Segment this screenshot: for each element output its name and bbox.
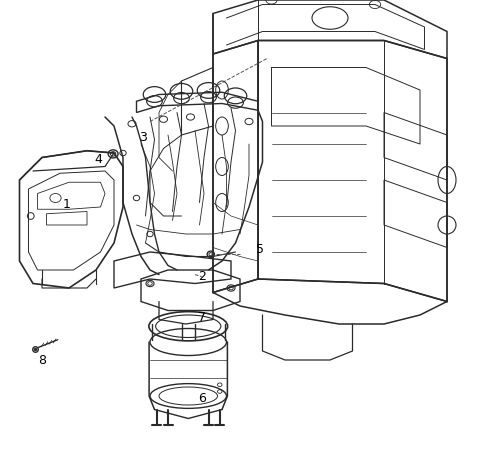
Text: 4: 4: [94, 153, 102, 166]
Text: 8: 8: [38, 354, 46, 366]
Text: 5: 5: [256, 243, 264, 256]
Text: 6: 6: [198, 392, 206, 405]
Text: 3: 3: [139, 131, 147, 144]
Text: 2: 2: [198, 270, 206, 283]
Text: 1: 1: [63, 198, 71, 211]
Text: 7: 7: [198, 311, 206, 324]
